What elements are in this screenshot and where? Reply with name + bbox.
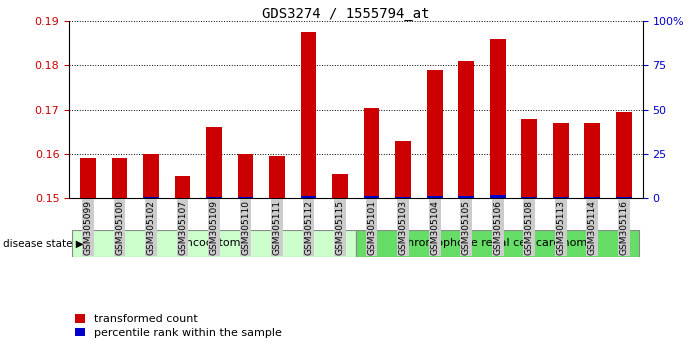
Bar <box>427 70 442 198</box>
Text: GSM305109: GSM305109 <box>209 200 218 255</box>
Bar <box>80 159 96 198</box>
Text: GSM305114: GSM305114 <box>588 200 597 255</box>
Text: GSM305101: GSM305101 <box>367 200 376 255</box>
Bar <box>356 230 639 257</box>
Bar <box>521 197 537 198</box>
Text: disease state ▶: disease state ▶ <box>3 238 84 249</box>
Bar <box>458 196 474 198</box>
Text: GSM305100: GSM305100 <box>115 200 124 255</box>
Bar <box>363 196 379 198</box>
Bar <box>521 119 537 198</box>
Bar <box>238 197 254 198</box>
Bar <box>585 197 600 198</box>
Bar <box>269 156 285 198</box>
Bar <box>616 112 632 198</box>
Text: GSM305099: GSM305099 <box>84 200 93 255</box>
Bar <box>616 197 632 198</box>
Text: GSM305110: GSM305110 <box>241 200 250 255</box>
Bar <box>553 197 569 198</box>
Text: GSM305107: GSM305107 <box>178 200 187 255</box>
Bar <box>143 197 159 198</box>
Bar <box>458 61 474 198</box>
Text: GSM305113: GSM305113 <box>556 200 565 255</box>
Text: GSM305111: GSM305111 <box>272 200 282 255</box>
Bar <box>395 197 411 198</box>
Text: GSM305116: GSM305116 <box>619 200 628 255</box>
Text: GSM305115: GSM305115 <box>336 200 345 255</box>
Text: GSM305112: GSM305112 <box>304 200 313 255</box>
Bar <box>553 123 569 198</box>
Text: GSM305106: GSM305106 <box>493 200 502 255</box>
Text: GDS3274 / 1555794_at: GDS3274 / 1555794_at <box>262 7 429 21</box>
Bar <box>490 39 506 198</box>
Bar <box>238 154 254 198</box>
Bar <box>301 196 316 198</box>
Bar <box>427 196 442 198</box>
Bar <box>585 123 600 198</box>
Bar <box>175 176 191 198</box>
Bar <box>206 127 222 198</box>
Text: GSM305108: GSM305108 <box>524 200 533 255</box>
Text: chromophobe renal cell carcinoma: chromophobe renal cell carcinoma <box>401 238 594 249</box>
Bar <box>395 141 411 198</box>
Legend: transformed count, percentile rank within the sample: transformed count, percentile rank withi… <box>75 314 281 338</box>
Bar <box>112 159 127 198</box>
Text: GSM305103: GSM305103 <box>399 200 408 255</box>
Bar <box>301 32 316 198</box>
Bar <box>206 197 222 198</box>
Text: GSM305102: GSM305102 <box>146 200 155 255</box>
Text: GSM305105: GSM305105 <box>462 200 471 255</box>
Bar <box>73 230 356 257</box>
Bar <box>363 108 379 198</box>
Bar <box>332 174 348 198</box>
Bar <box>143 154 159 198</box>
Text: oncocytoma: oncocytoma <box>180 238 248 249</box>
Bar <box>490 195 506 198</box>
Text: GSM305104: GSM305104 <box>430 200 439 255</box>
